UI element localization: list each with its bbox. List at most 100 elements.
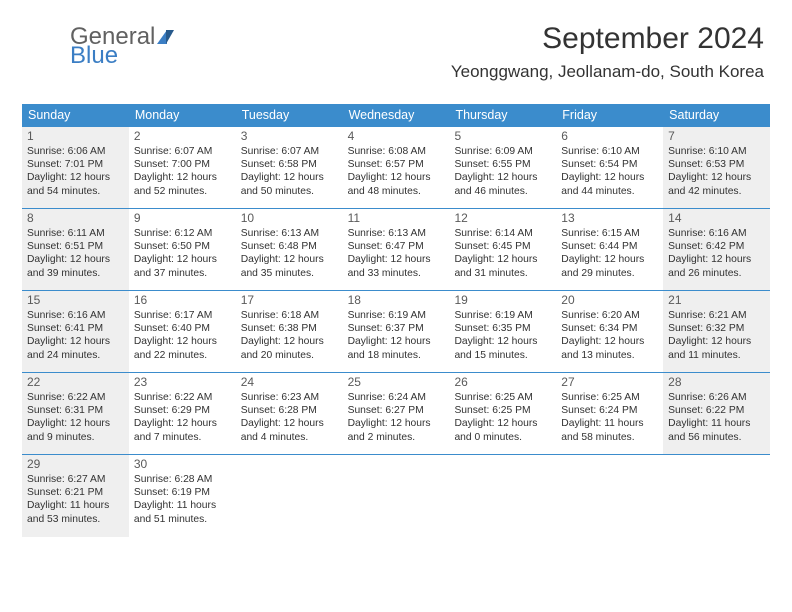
cell-sunrise: Sunrise: 6:07 AM <box>241 145 338 158</box>
cell-d1: Daylight: 12 hours <box>668 171 765 184</box>
calendar-cell: 17Sunrise: 6:18 AMSunset: 6:38 PMDayligh… <box>236 291 343 372</box>
cell-d1: Daylight: 12 hours <box>348 171 445 184</box>
calendar-cell: 9Sunrise: 6:12 AMSunset: 6:50 PMDaylight… <box>129 209 236 290</box>
cell-sunset: Sunset: 6:51 PM <box>27 240 124 253</box>
cell-d1: Daylight: 12 hours <box>27 417 124 430</box>
cell-sunrise: Sunrise: 6:18 AM <box>241 309 338 322</box>
cell-d1: Daylight: 12 hours <box>561 171 658 184</box>
cell-d1: Daylight: 12 hours <box>241 253 338 266</box>
day-number: 6 <box>561 129 658 143</box>
cell-sunrise: Sunrise: 6:23 AM <box>241 391 338 404</box>
cell-sunset: Sunset: 6:57 PM <box>348 158 445 171</box>
cell-sunrise: Sunrise: 6:19 AM <box>454 309 551 322</box>
cell-sunset: Sunset: 6:38 PM <box>241 322 338 335</box>
cell-d2: and 35 minutes. <box>241 267 338 280</box>
weekday-header: Wednesday <box>343 104 450 127</box>
cell-sunset: Sunset: 7:00 PM <box>134 158 231 171</box>
day-number: 15 <box>27 293 124 307</box>
cell-d1: Daylight: 12 hours <box>134 335 231 348</box>
cell-d2: and 37 minutes. <box>134 267 231 280</box>
calendar-cell: 12Sunrise: 6:14 AMSunset: 6:45 PMDayligh… <box>449 209 556 290</box>
day-number: 21 <box>668 293 765 307</box>
cell-sunset: Sunset: 6:45 PM <box>454 240 551 253</box>
cell-sunrise: Sunrise: 6:19 AM <box>348 309 445 322</box>
page-subtitle: Yeonggwang, Jeollanam-do, South Korea <box>451 62 764 82</box>
weekday-header-row: SundayMondayTuesdayWednesdayThursdayFrid… <box>22 104 770 127</box>
calendar-cell: 10Sunrise: 6:13 AMSunset: 6:48 PMDayligh… <box>236 209 343 290</box>
cell-d2: and 58 minutes. <box>561 431 658 444</box>
day-number: 3 <box>241 129 338 143</box>
calendar-cell-empty <box>449 455 556 537</box>
cell-sunset: Sunset: 6:32 PM <box>668 322 765 335</box>
weekday-header: Monday <box>129 104 236 127</box>
day-number: 2 <box>134 129 231 143</box>
cell-sunset: Sunset: 6:27 PM <box>348 404 445 417</box>
calendar-cell: 6Sunrise: 6:10 AMSunset: 6:54 PMDaylight… <box>556 127 663 208</box>
cell-sunrise: Sunrise: 6:09 AM <box>454 145 551 158</box>
cell-sunset: Sunset: 6:55 PM <box>454 158 551 171</box>
cell-sunrise: Sunrise: 6:11 AM <box>27 227 124 240</box>
cell-sunset: Sunset: 6:34 PM <box>561 322 658 335</box>
calendar-cell: 22Sunrise: 6:22 AMSunset: 6:31 PMDayligh… <box>22 373 129 454</box>
cell-sunrise: Sunrise: 6:27 AM <box>27 473 124 486</box>
calendar-week: 29Sunrise: 6:27 AMSunset: 6:21 PMDayligh… <box>22 455 770 537</box>
cell-d1: Daylight: 12 hours <box>348 253 445 266</box>
calendar-cell: 27Sunrise: 6:25 AMSunset: 6:24 PMDayligh… <box>556 373 663 454</box>
calendar-cell: 15Sunrise: 6:16 AMSunset: 6:41 PMDayligh… <box>22 291 129 372</box>
cell-sunrise: Sunrise: 6:28 AM <box>134 473 231 486</box>
cell-sunset: Sunset: 6:37 PM <box>348 322 445 335</box>
calendar-week: 22Sunrise: 6:22 AMSunset: 6:31 PMDayligh… <box>22 373 770 455</box>
day-number: 7 <box>668 129 765 143</box>
cell-d2: and 53 minutes. <box>27 513 124 526</box>
cell-sunset: Sunset: 6:40 PM <box>134 322 231 335</box>
day-number: 24 <box>241 375 338 389</box>
cell-sunrise: Sunrise: 6:21 AM <box>668 309 765 322</box>
day-number: 5 <box>454 129 551 143</box>
cell-sunset: Sunset: 6:54 PM <box>561 158 658 171</box>
header: September 2024 Yeonggwang, Jeollanam-do,… <box>451 22 764 82</box>
cell-sunrise: Sunrise: 6:26 AM <box>668 391 765 404</box>
day-number: 27 <box>561 375 658 389</box>
cell-d2: and 20 minutes. <box>241 349 338 362</box>
cell-sunrise: Sunrise: 6:07 AM <box>134 145 231 158</box>
cell-sunrise: Sunrise: 6:10 AM <box>668 145 765 158</box>
calendar-cell: 3Sunrise: 6:07 AMSunset: 6:58 PMDaylight… <box>236 127 343 208</box>
cell-d2: and 33 minutes. <box>348 267 445 280</box>
cell-d2: and 29 minutes. <box>561 267 658 280</box>
day-number: 26 <box>454 375 551 389</box>
page-title: September 2024 <box>451 22 764 56</box>
logo: General Blue <box>28 26 132 68</box>
cell-sunrise: Sunrise: 6:13 AM <box>348 227 445 240</box>
calendar-cell: 24Sunrise: 6:23 AMSunset: 6:28 PMDayligh… <box>236 373 343 454</box>
day-number: 30 <box>134 457 231 471</box>
cell-sunset: Sunset: 6:47 PM <box>348 240 445 253</box>
calendar-cell: 28Sunrise: 6:26 AMSunset: 6:22 PMDayligh… <box>663 373 770 454</box>
calendar-cell: 11 Sunrise: 6:13 AMSunset: 6:47 PMDayligh… <box>343 209 450 290</box>
cell-sunrise: Sunrise: 6:15 AM <box>561 227 658 240</box>
cell-d2: and 54 minutes. <box>27 185 124 198</box>
day-number: 28 <box>668 375 765 389</box>
day-number: 14 <box>668 211 765 225</box>
day-number: 20 <box>561 293 658 307</box>
logo-word2: Blue <box>70 45 118 68</box>
cell-d2: and 11 minutes. <box>668 349 765 362</box>
cell-sunrise: Sunrise: 6:25 AM <box>454 391 551 404</box>
day-number: 18 <box>348 293 445 307</box>
cell-d2: and 24 minutes. <box>27 349 124 362</box>
cell-d2: and 46 minutes. <box>454 185 551 198</box>
cell-sunrise: Sunrise: 6:13 AM <box>241 227 338 240</box>
calendar-cell-empty <box>663 455 770 537</box>
cell-d1: Daylight: 12 hours <box>27 171 124 184</box>
cell-d1: Daylight: 12 hours <box>561 253 658 266</box>
cell-d2: and 2 minutes. <box>348 431 445 444</box>
weekday-header: Saturday <box>663 104 770 127</box>
calendar-week: 15Sunrise: 6:16 AMSunset: 6:41 PMDayligh… <box>22 291 770 373</box>
cell-d1: Daylight: 11 hours <box>561 417 658 430</box>
day-number: 25 <box>348 375 445 389</box>
day-number: 17 <box>241 293 338 307</box>
weekday-header: Friday <box>556 104 663 127</box>
day-number: 11 <box>348 211 445 225</box>
calendar-week: 8Sunrise: 6:11 AMSunset: 6:51 PMDaylight… <box>22 209 770 291</box>
cell-sunrise: Sunrise: 6:22 AM <box>134 391 231 404</box>
cell-d2: and 51 minutes. <box>134 513 231 526</box>
